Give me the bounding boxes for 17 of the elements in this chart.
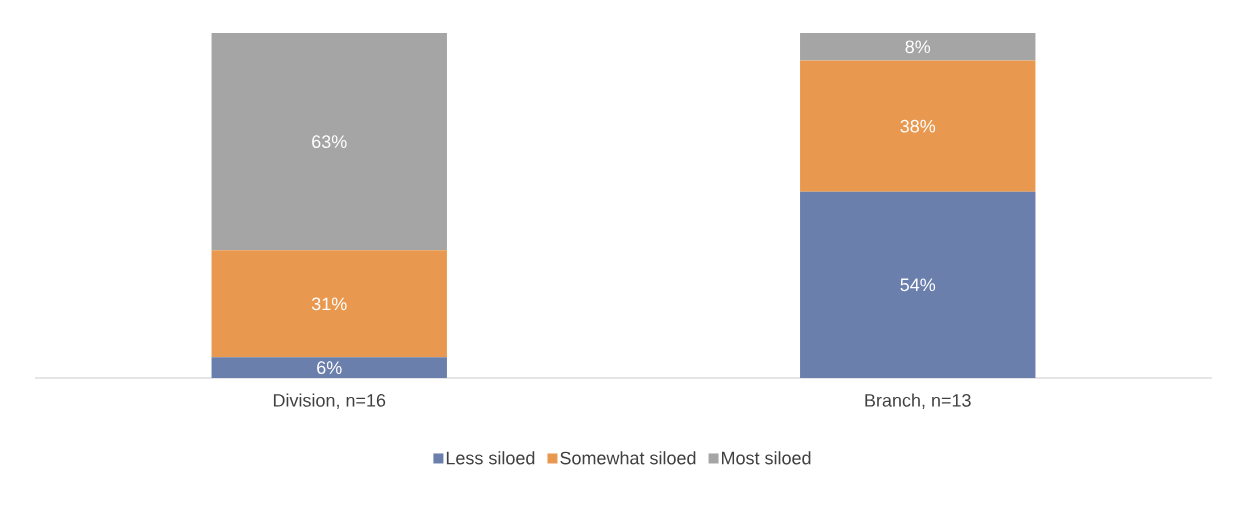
data-label: 54% — [900, 278, 936, 292]
bar — [800, 191, 1036, 378]
bar — [211, 250, 447, 358]
data-label: 6% — [317, 361, 342, 375]
legend-label: Most siloed — [722, 451, 811, 465]
bar — [800, 33, 1036, 61]
legend-label: Less siloed — [446, 451, 535, 465]
data-label: 31% — [311, 297, 347, 311]
data-label: 38% — [900, 119, 936, 133]
x-tick-label: Division, n=16 — [273, 393, 386, 409]
x-tick-label: Branch, n=13 — [865, 393, 971, 409]
bar — [211, 357, 447, 378]
data-label: 63% — [312, 135, 347, 149]
data-label: 8% — [905, 40, 931, 54]
legend-label: Somewhat siloed — [560, 451, 696, 465]
bar — [800, 60, 1036, 192]
bar — [211, 33, 447, 251]
